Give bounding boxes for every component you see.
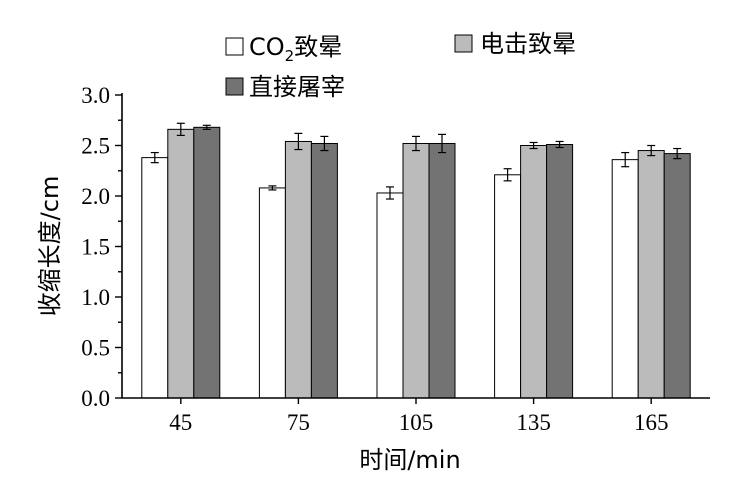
error-bar-s2-105 [438, 133, 446, 154]
legend-swatch-co2 [225, 37, 244, 56]
bar-s0-105 [376, 192, 404, 399]
bar-s0-75 [258, 187, 286, 399]
y-tick-label-5: 2.5 [81, 134, 110, 159]
y-tick-label-6: 3.0 [81, 83, 110, 108]
bar-s1-105 [402, 142, 430, 399]
error-bar-s0-75 [268, 185, 277, 191]
legend-item-electric: 电击致晕 [454, 30, 576, 58]
bar-s2-105 [428, 142, 456, 399]
error-bar-s1-75 [294, 132, 303, 151]
bar-s2-75 [310, 142, 338, 399]
x-axis-title: 时间/min [359, 446, 460, 474]
y-axis-title: 收缩长度/cm [36, 176, 64, 317]
bar-s2-135 [546, 143, 574, 399]
legend: CO2致晕 电击致晕 直接屠宰 [225, 30, 576, 101]
tick-labels: 0.0 0.5 1.0 1.5 2.0 2.5 3.0 45 75 105 135 165 [81, 83, 668, 435]
legend-item-direct: 直接屠宰 [225, 73, 345, 101]
bar-s1-135 [520, 145, 548, 399]
error-bar-s0-165 [621, 151, 630, 168]
y-tick-label-3: 1.5 [81, 235, 110, 260]
error-bar-s2-135 [555, 140, 564, 149]
error-bar-s2-165 [673, 147, 682, 160]
error-bar-s2-45 [202, 124, 211, 130]
legend-label-direct: 直接屠宰 [249, 73, 345, 101]
error-bar-s2-75 [320, 135, 329, 152]
legend-label-electric: 电击致晕 [480, 30, 576, 58]
y-tick-label-0: 0.0 [81, 386, 110, 411]
legend-label-co2: CO2致晕 [249, 33, 342, 65]
x-tick-label-45: 45 [169, 410, 192, 435]
legend-swatch-electric [454, 34, 473, 53]
error-bar-s0-135 [503, 168, 512, 182]
x-tick-label-165: 165 [634, 410, 669, 435]
error-bar-s1-105 [412, 135, 420, 152]
legend-item-co2: CO2致晕 [225, 33, 342, 65]
bar-s1-45 [167, 128, 195, 399]
x-tick-label-75: 75 [287, 410, 310, 435]
legend-swatch-direct [225, 77, 244, 96]
error-bar-s1-165 [647, 144, 656, 157]
y-tick-label-4: 2.0 [81, 184, 110, 209]
bars [141, 122, 691, 399]
error-bar-s1-135 [529, 141, 538, 150]
y-tick-label-1: 0.5 [81, 336, 110, 361]
x-tick-label-105: 105 [399, 410, 434, 435]
y-tick-label-2: 1.0 [81, 285, 110, 310]
error-bar-s0-45 [150, 151, 159, 164]
x-tick-label-135: 135 [516, 410, 551, 435]
bar-s0-45 [141, 157, 169, 399]
bar-s1-165 [637, 150, 665, 399]
bar-s2-45 [193, 126, 221, 399]
axes [115, 93, 710, 404]
error-bar-s1-45 [176, 122, 185, 136]
bar-s2-165 [663, 153, 691, 399]
error-bar-s0-105 [386, 186, 394, 200]
bar-s1-75 [284, 140, 312, 399]
bar-s0-165 [611, 159, 639, 399]
bar-s0-135 [494, 174, 522, 399]
